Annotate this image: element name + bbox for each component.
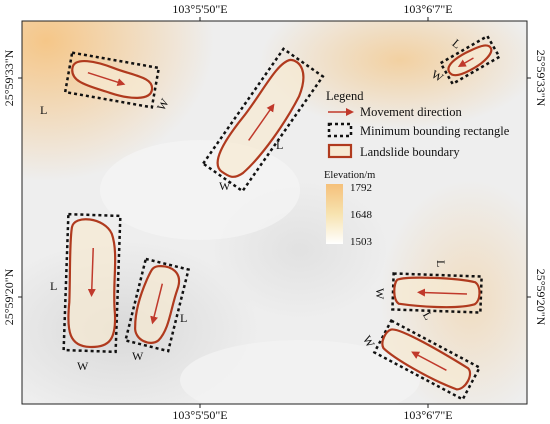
movement-arrow: [411, 351, 447, 371]
landslide-boundary: [216, 58, 305, 178]
legend-title: Legend: [326, 89, 364, 103]
movement-arrow: [457, 57, 474, 67]
landslide-7: [372, 318, 482, 402]
movement-arrow: [248, 103, 275, 141]
coordinate-ticks: [18, 17, 531, 408]
elevation-ramp: [326, 184, 343, 244]
legend-item-movement-direction: Movement direction: [328, 105, 462, 119]
bounding-rectangle: [391, 272, 483, 314]
coord-top-right: 103°6'7"E: [403, 2, 452, 16]
width-label: W: [219, 179, 231, 193]
length-label: L: [40, 103, 47, 117]
movement-arrow: [417, 288, 468, 297]
coord-right-bottom: 25°59'20"N: [534, 269, 548, 326]
landslide-5: [123, 257, 191, 353]
elevation-max: 1792: [350, 182, 372, 194]
width-label: W: [77, 359, 89, 373]
movement-arrow: [87, 71, 126, 87]
coord-top-left: 103°5'50"E: [172, 2, 227, 16]
length-label: L: [276, 138, 283, 152]
coord-right-top: 25°59'33"N: [534, 50, 548, 107]
legend-item-landslide-boundary: Landslide boundary: [327, 143, 460, 159]
dashed-rect-icon: [327, 122, 353, 138]
legend-label: Movement direction: [360, 105, 462, 119]
legend-label: Minimum bounding rectangle: [360, 124, 510, 138]
elevation-min: 1503: [350, 236, 373, 248]
length-label: L: [50, 279, 57, 293]
landslide-3: [438, 34, 502, 86]
length-label: L: [180, 311, 187, 325]
coord-left-top: 25°59'33"N: [2, 49, 16, 106]
legend-label: Landslide boundary: [360, 145, 460, 159]
coord-bottom-left: 103°5'50"E: [172, 408, 227, 422]
movement-arrow: [150, 283, 164, 325]
width-label: W: [132, 349, 144, 363]
width-label: W: [373, 288, 387, 300]
landslide-boundary: [71, 60, 154, 99]
legend-item-bounding-rectangle: Minimum bounding rectangle: [327, 122, 510, 138]
length-label: L: [434, 260, 448, 267]
elevation-title: Elevation/m: [324, 170, 375, 181]
landslide-6: [391, 272, 483, 314]
landslide-2: [201, 47, 325, 193]
elevation-mid: 1648: [350, 209, 373, 221]
bounding-rectangle: [123, 257, 191, 353]
map-legend: Legend Movement direction Minimum boundi…: [324, 89, 510, 248]
coord-bottom-right: 103°6'7"E: [403, 408, 452, 422]
bounding-rectangle: [372, 318, 482, 402]
coord-left-bottom: 25°59'20"N: [2, 268, 16, 325]
landslide-4: [62, 212, 122, 354]
bounding-rectangle: [201, 47, 325, 193]
outlined-rect-icon: [327, 143, 353, 159]
movement-arrow: [87, 247, 96, 297]
bounding-rectangle: [438, 34, 502, 86]
